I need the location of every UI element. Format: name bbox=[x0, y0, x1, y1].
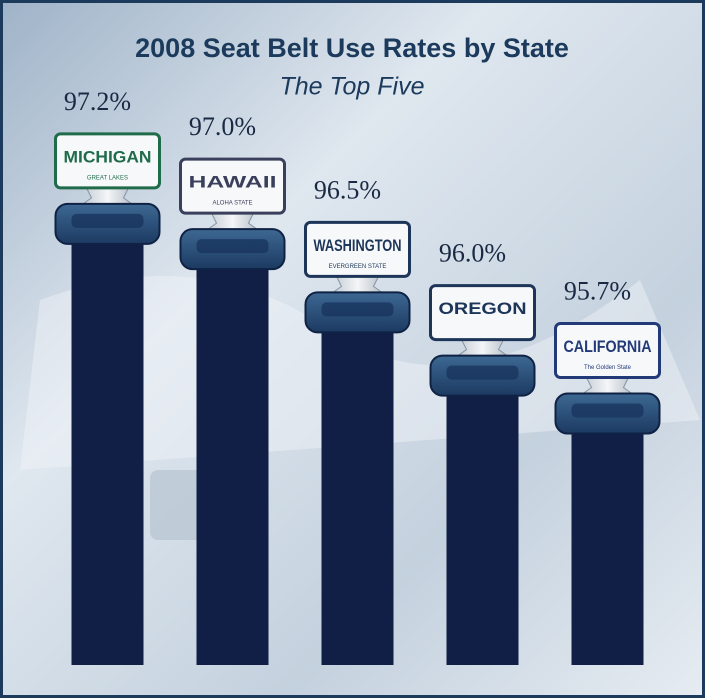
plate-state: OREGON bbox=[439, 299, 527, 318]
bar bbox=[571, 419, 644, 665]
license-plate bbox=[554, 322, 661, 379]
bar bbox=[196, 255, 269, 665]
chart-title: 2008 Seat Belt Use Rates by State bbox=[135, 33, 569, 63]
plate-state: WASHINGTON bbox=[314, 236, 402, 255]
value-label: 95.7% bbox=[564, 276, 631, 305]
plate-motto: EVERGREEN STATE bbox=[329, 264, 387, 270]
license-plate bbox=[54, 132, 161, 190]
backdrop-buckle bbox=[150, 470, 210, 540]
value-label: 96.0% bbox=[439, 239, 506, 268]
license-plate bbox=[429, 284, 536, 342]
chart-subtitle: The Top Five bbox=[280, 73, 425, 101]
plate-motto: ALOHA STATE bbox=[212, 201, 252, 207]
plate-motto: The Golden State bbox=[584, 365, 632, 371]
bar bbox=[446, 381, 519, 665]
bar bbox=[71, 229, 144, 665]
buckle-slot bbox=[321, 302, 394, 317]
bar bbox=[321, 318, 394, 665]
license-plate bbox=[304, 220, 411, 278]
plate-state: HAWAII bbox=[189, 173, 277, 192]
buckle-slot bbox=[71, 213, 144, 228]
buckle-slot bbox=[571, 403, 644, 418]
value-label: 97.2% bbox=[64, 87, 131, 116]
plate-state: CALIFORNIA bbox=[564, 337, 652, 356]
license-plate bbox=[179, 157, 286, 215]
plate-state: MICHIGAN bbox=[64, 147, 152, 166]
value-label: 96.5% bbox=[314, 175, 381, 204]
buckle-slot bbox=[196, 239, 269, 254]
value-label: 97.0% bbox=[189, 112, 256, 141]
buckle-slot bbox=[446, 365, 519, 380]
plate-motto: GREAT LAKES bbox=[87, 175, 128, 181]
